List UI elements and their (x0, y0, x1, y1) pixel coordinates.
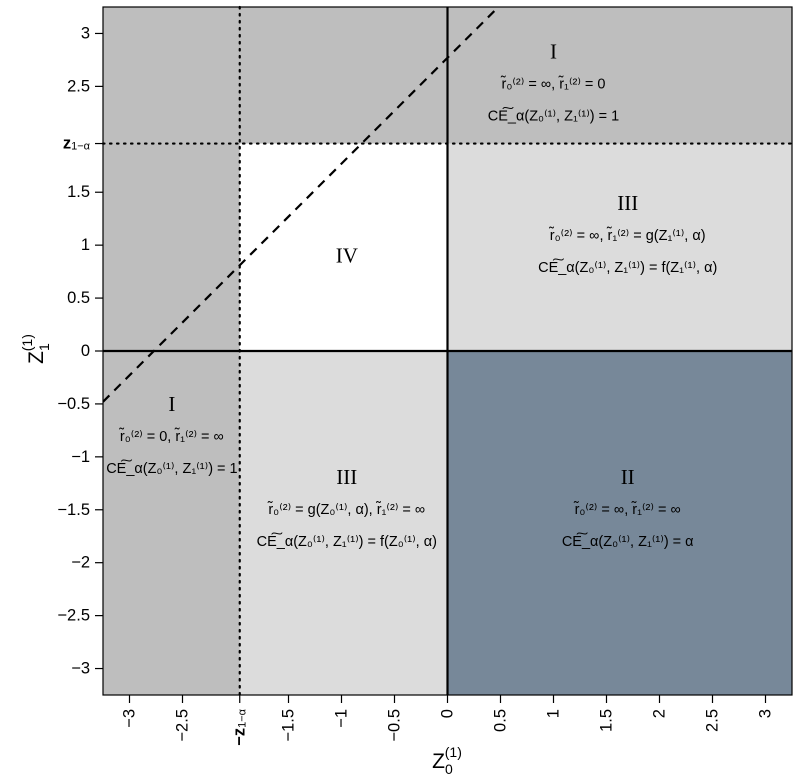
y-tick-label: −3 (71, 660, 90, 678)
region-ii-label: II (621, 465, 635, 489)
rate-annotation: r̃₀⁽²⁾ = g(Z₀⁽¹⁾, α), r̃₁⁽²⁾ = ∞ (267, 500, 426, 518)
region-annotation: II r̃₀⁽²⁾ = ∞, r̃₁⁽²⁾ = ∞ CE͠_α(Z₀⁽¹⁾, Z₁⁽… (562, 465, 694, 550)
region-i-label: I (168, 392, 175, 416)
region-annotation: IV (336, 244, 358, 268)
ce-annotation: CE͠_α(Z₀⁽¹⁾, Z₁⁽¹⁾) = f(Z₁⁽¹⁾, α) (538, 258, 717, 276)
x-tick-label: 3 (757, 709, 775, 718)
y-tick-label: −2.5 (57, 607, 90, 625)
region-i-label: I (550, 39, 557, 63)
y-tick-label: 0 (81, 342, 90, 360)
y-tick-label: 2.5 (67, 77, 90, 95)
x-tick-label: 2.5 (704, 709, 722, 732)
y-tick-label: 0.5 (67, 289, 90, 307)
y-critical-label: z1−α (63, 135, 91, 153)
y-tick-label: 1.5 (67, 183, 90, 201)
region-iii-rect (239, 351, 448, 695)
region-iv-rect (239, 143, 448, 351)
region-iv-label: IV (336, 244, 358, 268)
x-tick-label: −3 (121, 709, 139, 728)
x-tick-label: −2.5 (174, 709, 192, 742)
y-tick-label: 3 (81, 24, 90, 42)
ce-annotation: CE͠_α(Z₀⁽¹⁾, Z₁⁽¹⁾) = α (562, 532, 694, 550)
region-annotation: Ir̃₀⁽²⁾ = ∞, r̃₁⁽²⁾ = 0 CE͠_α(Z₀⁽¹⁾, Z₁⁽¹… (488, 39, 619, 124)
rate-annotation: r̃₀⁽²⁾ = ∞, r̃₁⁽²⁾ = g(Z₁⁽¹⁾, α) (548, 226, 705, 244)
region-i-rect (103, 143, 240, 696)
x-tick-label: 2 (651, 709, 669, 718)
region-annotation: III r̃₀⁽²⁾ = ∞, r̃₁⁽²⁾ = g(Z₁⁽¹⁾, α) CE͠_α… (538, 191, 717, 276)
x-tick-label: 0 (439, 709, 457, 718)
x-tick-label: 1 (545, 709, 563, 718)
x-tick-label: −1.5 (280, 709, 298, 742)
rate-annotation: r̃₀⁽²⁾ = 0, r̃₁⁽²⁾ = ∞ (118, 427, 224, 445)
region-annotation: Ir̃₀⁽²⁾ = 0, r̃₁⁽²⁾ = ∞ CE͠_α(Z₀⁽¹⁾, Z₁⁽¹… (106, 392, 237, 477)
x-critical-label: −z1−α (231, 708, 249, 745)
x-tick-label: 1.5 (598, 709, 616, 732)
y-axis-label: Z1(1) (19, 334, 52, 364)
ce-annotation: CE͠_α(Z₀⁽¹⁾, Z₁⁽¹⁾) = 1 (488, 107, 619, 125)
y-tick-label: −0.5 (57, 395, 90, 413)
y-tick-label: −1 (71, 448, 90, 466)
region-iii-rect (447, 143, 792, 351)
rate-annotation: r̃₀⁽²⁾ = ∞, r̃₁⁽²⁾ = 0 (500, 75, 606, 93)
region-iii-label: III (617, 191, 638, 215)
y-tick-label: −2 (71, 554, 90, 572)
region-ii-rect (447, 351, 792, 695)
ce-annotation: CE͠_α(Z₀⁽¹⁾, Z₁⁽¹⁾) = f(Z₀⁽¹⁾, α) (257, 532, 437, 550)
rate-annotation: r̃₀⁽²⁾ = ∞, r̃₁⁽²⁾ = ∞ (573, 500, 681, 518)
dashed-diagonal-line (103, 7, 500, 403)
region-annotation: III r̃₀⁽²⁾ = g(Z₀⁽¹⁾, α), r̃₁⁽²⁾ = ∞ CE͠_α… (257, 465, 437, 550)
x-axis-label: Z0(1) (432, 744, 462, 777)
ce-annotation: CE͠_α(Z₀⁽¹⁾, Z₁⁽¹⁾) = 1 (106, 459, 237, 477)
x-tick-label: −1 (333, 709, 351, 728)
y-tick-label: −1.5 (57, 501, 90, 519)
x-tick-label: −0.5 (386, 709, 404, 742)
y-tick-label: 1 (81, 236, 90, 254)
region-iii-label: III (336, 465, 357, 489)
x-tick-label: 0.5 (492, 709, 510, 732)
